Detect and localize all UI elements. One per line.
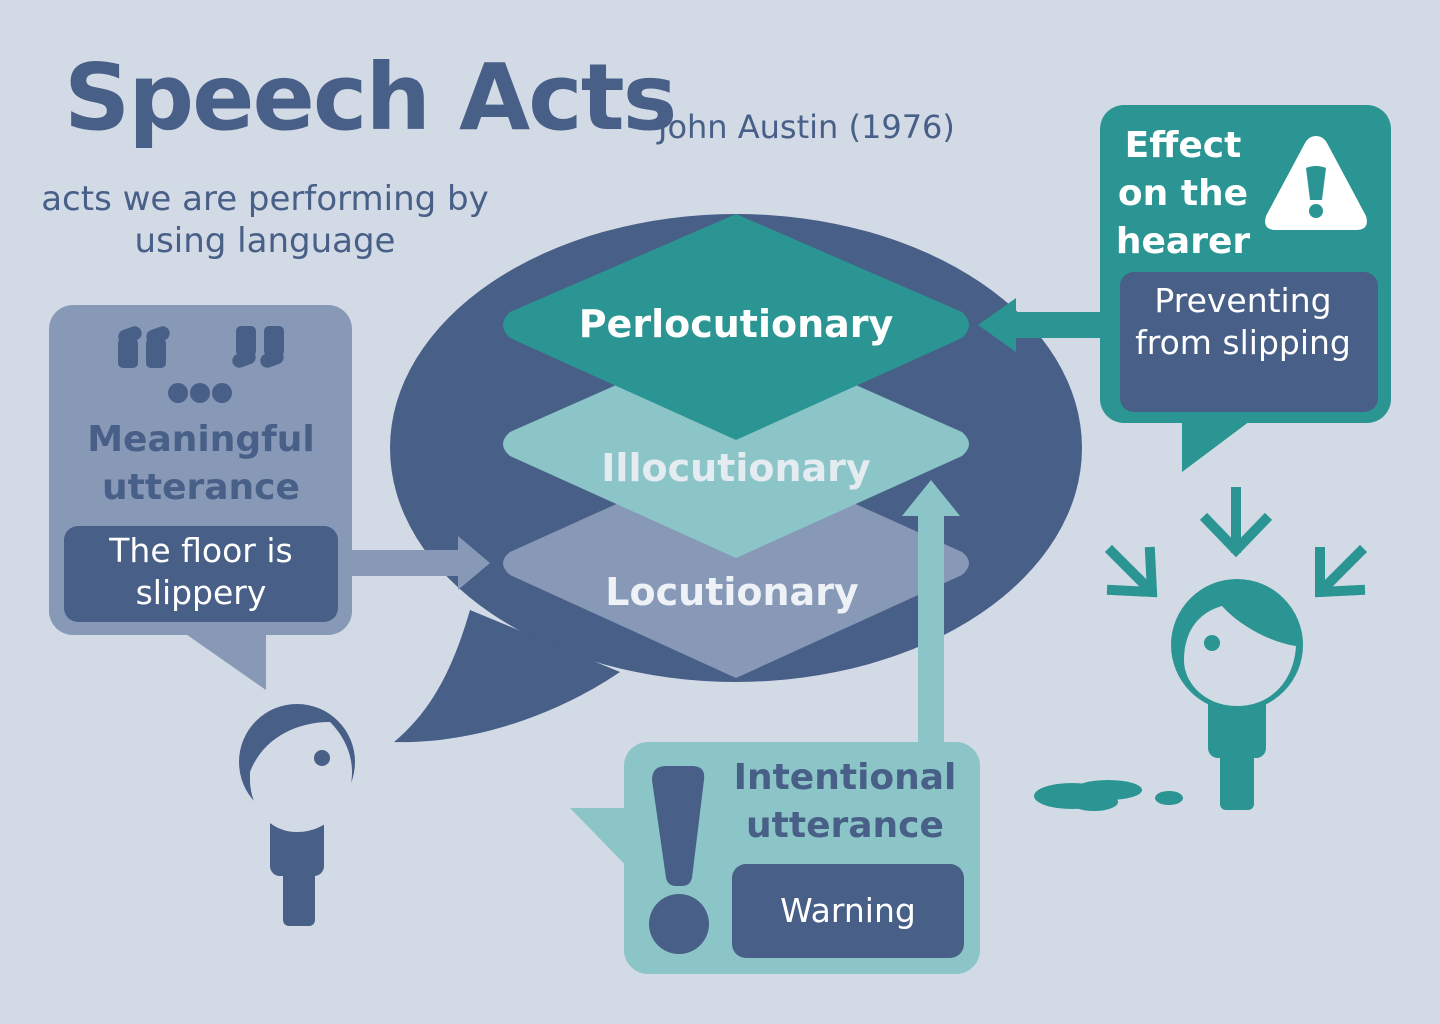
effect-on-hearer-title: Effect on the hearer xyxy=(1115,125,1251,262)
illocutionary-layer xyxy=(503,332,969,558)
meaningful-utterance-title: Meaningful utterance xyxy=(87,419,315,508)
exclamation-icon xyxy=(649,766,709,954)
intentional-utterance-box xyxy=(570,742,980,974)
perlocutionary-label: Perlocutionary xyxy=(578,302,894,346)
locutionary-layer xyxy=(503,450,969,678)
impact-arrows xyxy=(1104,487,1368,598)
arrow-to-perlocutionary xyxy=(978,298,1104,352)
warning-triangle-icon xyxy=(1265,136,1367,230)
intentional-utterance-example: Warning xyxy=(780,891,916,930)
illocutionary-label: Illocutionary xyxy=(601,446,871,490)
effect-on-hearer-example: Preventing from slipping xyxy=(1135,281,1351,362)
arrow-to-illocutionary xyxy=(902,480,960,744)
meaningful-utterance-box xyxy=(49,305,352,690)
meaningful-utterance-example: The floor is slippery xyxy=(109,531,293,612)
page-title: Speech Acts xyxy=(64,44,677,151)
intentional-utterance-title: Intentional utterance xyxy=(733,757,957,846)
subtitle: acts we are performing by using language xyxy=(41,179,489,261)
spill-puddle xyxy=(1034,780,1183,811)
hearer-figure xyxy=(1171,579,1303,810)
author-citation: John Austin (1976) xyxy=(658,108,955,146)
quote-icon xyxy=(118,326,284,403)
speaker-figure xyxy=(239,704,355,926)
arrow-to-locutionary xyxy=(348,536,490,590)
perlocutionary-layer xyxy=(503,214,969,440)
locutionary-label: Locutionary xyxy=(605,570,859,614)
